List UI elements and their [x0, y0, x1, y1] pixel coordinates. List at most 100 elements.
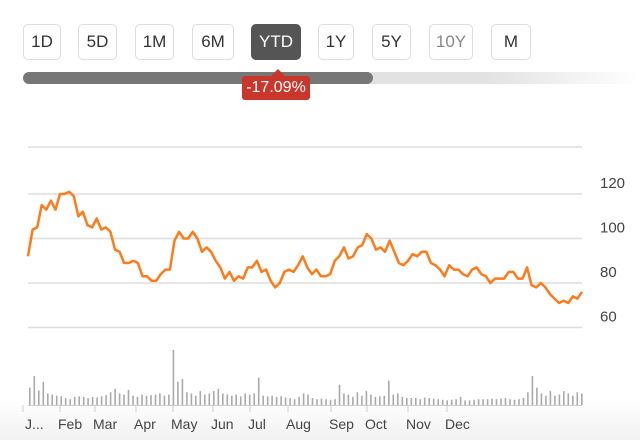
volume-bar [500, 398, 502, 405]
volume-bar [540, 393, 543, 405]
volume-bar [531, 376, 534, 405]
volume-bar [554, 395, 556, 405]
range-button-5d[interactable]: 5D [78, 24, 117, 60]
volume-bar [168, 394, 170, 405]
volume-bar [365, 391, 368, 405]
volume-bar [55, 395, 58, 405]
volume-bar [222, 393, 224, 405]
range-button-1y[interactable]: 1Y [318, 24, 354, 60]
volume-bar [293, 399, 296, 405]
price-line [26, 190, 584, 305]
range-button-1d[interactable]: 1D [23, 24, 61, 60]
month-label: Oct [365, 416, 387, 432]
volume-bar [518, 399, 520, 405]
volume-bar [374, 396, 377, 405]
range-button-ytd[interactable]: YTD [251, 24, 301, 60]
volume-bar [343, 393, 345, 405]
month-label: Jul [248, 416, 266, 432]
volume-bar [114, 388, 116, 405]
volume-bar [401, 396, 404, 405]
volume-bar [311, 398, 314, 405]
volume-bar [262, 395, 264, 405]
volume-bar [186, 392, 188, 405]
volume-bar [423, 397, 426, 405]
volume-bar [141, 394, 143, 405]
volume-bar [127, 389, 130, 405]
volume-bar [289, 398, 291, 405]
time-axis-background [0, 400, 640, 440]
volume-bar [576, 392, 579, 405]
volume-bar [132, 395, 134, 405]
volume-bar [33, 376, 36, 405]
volume-bar [459, 396, 462, 405]
volume-bar [563, 391, 565, 405]
volume-bar [69, 399, 71, 405]
range-button-5y[interactable]: 5Y [372, 24, 411, 60]
range-button-10y[interactable]: 10Y [429, 24, 473, 60]
volume-bar [60, 396, 62, 405]
volume-bar [379, 396, 381, 405]
volume-bar [495, 399, 498, 405]
volume-bar [105, 395, 107, 405]
volume-bar [491, 398, 493, 405]
volume-bar [473, 399, 475, 405]
volume-bar [38, 390, 40, 405]
change-badge: -17.09% [242, 69, 310, 100]
volume-bar [154, 394, 157, 405]
volume-bar [64, 398, 67, 405]
volume-bar [307, 394, 309, 405]
volume-bar [464, 400, 466, 405]
month-label: J... [25, 416, 44, 432]
volume-bar [248, 394, 251, 405]
volume-bar [397, 393, 399, 405]
volume-bar [226, 394, 229, 405]
range-button-m[interactable]: M [491, 24, 531, 60]
volume-bar [388, 380, 390, 405]
volume-bar [177, 381, 179, 405]
volume-bar [370, 394, 372, 405]
volume-bar [91, 396, 94, 405]
volume-bar [482, 399, 484, 405]
volume-bar [455, 399, 457, 405]
volume-bar [383, 395, 386, 405]
volume-bar [42, 381, 45, 405]
volume-bar [266, 396, 269, 405]
volume-bar [213, 391, 215, 405]
volume-bar [145, 395, 148, 405]
range-button-1m[interactable]: 1M [135, 24, 174, 60]
volume-bar [82, 396, 85, 405]
volume-bar [410, 398, 413, 405]
volume-bar [415, 398, 417, 405]
volume-bar [109, 392, 112, 405]
volume-bar [199, 391, 202, 405]
volume-bar [150, 395, 152, 405]
month-label: Sep [329, 416, 354, 432]
volume-bar [29, 387, 31, 405]
range-button-6m[interactable]: 6M [192, 24, 234, 60]
volume-bar [432, 398, 435, 405]
volume-bar [527, 392, 529, 405]
month-label: Feb [58, 416, 82, 432]
volume-bar [136, 396, 139, 405]
volume-bar [334, 399, 336, 405]
volume-bar [347, 394, 350, 405]
volume-bar [195, 395, 197, 405]
volume-bar [513, 399, 516, 405]
volume-bar [361, 395, 363, 405]
volume-bar [450, 399, 453, 405]
volume-bar [190, 393, 193, 405]
volume-bar [428, 398, 430, 405]
volume-bar [419, 399, 421, 405]
volume-bar [239, 396, 242, 405]
y-tick-label: 120 [600, 175, 625, 192]
month-label: Dec [445, 416, 470, 432]
volume-bar [522, 398, 525, 405]
month-label: May [171, 416, 197, 432]
volume-bar [509, 399, 511, 405]
volume-bar [51, 394, 53, 405]
volume-bar [172, 349, 175, 405]
volume-bar [338, 384, 341, 405]
volume-bar [123, 394, 125, 405]
volume-bar [545, 395, 547, 405]
